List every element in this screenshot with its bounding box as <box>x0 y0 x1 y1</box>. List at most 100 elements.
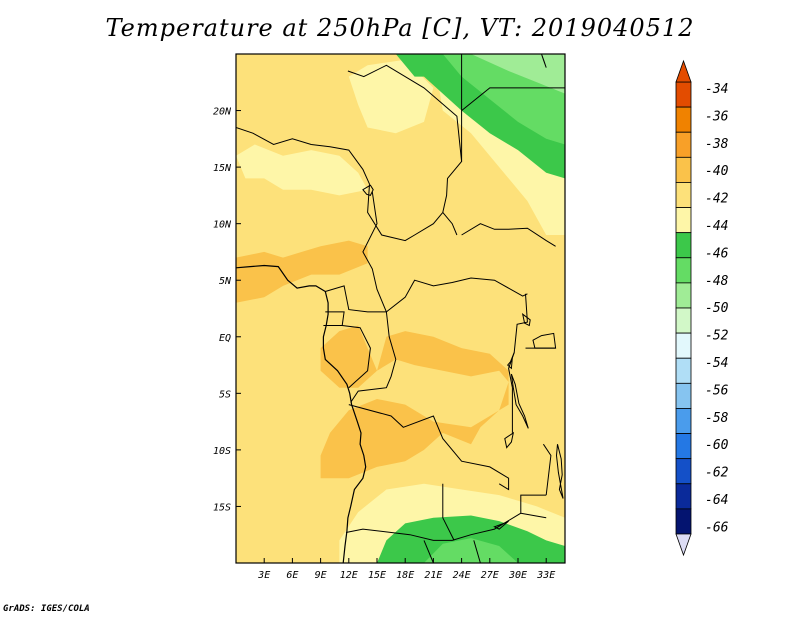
lake-outline-5 <box>493 520 509 530</box>
colorbar-label-4: -42 <box>705 192 729 207</box>
colorbar-swatch-4 <box>675 182 692 208</box>
lake-outline-8 <box>541 54 547 68</box>
colorbar-swatch-9 <box>675 307 692 334</box>
lon-tick-label-3: 12E <box>340 570 358 581</box>
colorbar-label-12: -58 <box>705 411 729 426</box>
border-line-6 <box>386 277 528 313</box>
lake-outline-3 <box>555 444 564 499</box>
lake-outline-2 <box>532 332 557 349</box>
lon-tick-label-2: 9E <box>315 570 327 581</box>
border-line-10 <box>323 311 345 326</box>
coastline-0 <box>236 264 367 563</box>
temperature-shading <box>236 54 565 563</box>
colorbar-swatch-16 <box>675 483 692 510</box>
colorbar-swatch-1 <box>675 106 692 133</box>
lon-tick-label-4: 15E <box>368 570 386 581</box>
lake-outline-6 <box>521 313 531 327</box>
colorbar-label-1: -36 <box>705 109 729 124</box>
colorbar-label-3: -40 <box>705 164 729 179</box>
colorbar-label-11: -56 <box>705 383 729 398</box>
border-line-20 <box>542 443 552 496</box>
colorbar: -34 -36 -38 -40 -42 -44 -46 -48 -50 -52 -54 -56 -58 -… <box>675 59 729 557</box>
lat-tick-label-0: 20N <box>213 107 232 118</box>
lon-tick-label-9: 30E <box>508 570 527 581</box>
colorbar-label-13: -60 <box>705 438 729 453</box>
lon-tick-label-1: 6E <box>286 570 298 581</box>
colorbar-label-14: -62 <box>705 466 729 481</box>
colorbar-swatch-3 <box>675 156 692 183</box>
colorbar-label-2: -38 <box>705 137 729 152</box>
lon-tick-label-6: 21E <box>424 570 442 581</box>
border-line-5 <box>362 191 387 313</box>
border-line-4 <box>367 184 444 242</box>
colorbar-label-16: -66 <box>705 520 729 535</box>
temperature-region-10 <box>424 538 518 563</box>
lake-outline-4 <box>504 431 515 449</box>
colorbar-swatch-2 <box>675 131 692 158</box>
temperature-region-2 <box>348 59 434 134</box>
temperature-region-1 <box>236 144 368 196</box>
lake-outline-0 <box>510 373 529 429</box>
border-line-12 <box>350 311 397 403</box>
lat-tick-label-7: 15S <box>213 502 231 513</box>
colorbar-swatch-8 <box>675 282 692 309</box>
border-line-1 <box>347 64 463 213</box>
lon-tick-label-7: 24E <box>453 570 471 581</box>
temperature-region-8 <box>471 54 565 94</box>
border-line-9 <box>325 285 387 313</box>
colorbar-label-8: -50 <box>705 301 729 316</box>
border-line-17 <box>442 483 455 541</box>
colorbar-swatch-13 <box>675 408 692 434</box>
temperature-region-5 <box>395 54 434 77</box>
colorbar-swatch-6 <box>675 232 692 259</box>
colorbar-swatch-11 <box>675 357 692 384</box>
temperature-region-11 <box>236 240 368 303</box>
lake-outline-1 <box>507 352 515 370</box>
colorbar-swatch-17 <box>675 508 692 535</box>
border-line-7 <box>461 223 556 247</box>
colorbar-label-6: -46 <box>705 246 729 261</box>
colorbar-label-9: -52 <box>705 329 729 344</box>
colorbar-swatch-5 <box>675 207 692 234</box>
border-line-0 <box>236 127 370 185</box>
temperature-region-12 <box>320 325 377 388</box>
lat-tick-label-2: 10N <box>213 220 232 231</box>
border-line-8 <box>442 212 458 236</box>
border-line-16 <box>345 528 472 541</box>
colorbar-label-0: -34 <box>705 82 728 97</box>
lat-tick-label-1: 15N <box>213 163 232 174</box>
colorbar-swatch-7 <box>675 257 692 284</box>
lon-tick-label-10: 33E <box>536 570 555 581</box>
lat-tick-label-3: 5N <box>219 276 232 287</box>
colorbar-swatch-12 <box>675 382 692 409</box>
colorbar-swatch-0 <box>675 81 692 108</box>
credit-text: GrADS: IGES/COLA <box>3 604 90 614</box>
border-line-22 <box>473 540 481 563</box>
lon-tick-label-8: 27E <box>481 570 499 581</box>
colorbar-label-10: -54 <box>705 356 728 371</box>
lon-tick-label-0: 3E <box>257 570 270 581</box>
country-borders <box>236 54 565 563</box>
colorbar-label-5: -44 <box>705 219 728 234</box>
map-title: Temperature at 250hPa [C], VT: 201904051… <box>105 14 695 42</box>
colorbar-top-arrow <box>675 59 692 83</box>
lat-tick-label-4: EQ <box>219 333 231 344</box>
lat-tick-label-5: 5S <box>219 389 231 400</box>
colorbar-bottom-arrow <box>675 533 692 557</box>
border-line-3 <box>461 87 565 111</box>
border-line-21 <box>423 540 434 563</box>
lake-outline-7 <box>362 184 374 196</box>
temperature-region-13 <box>320 331 509 479</box>
border-line-15 <box>348 404 510 491</box>
colorbar-label-7: -48 <box>705 274 729 289</box>
colorbar-label-15: -64 <box>705 493 728 508</box>
axis-ticks: 3E 6E 9E 12E 15E 18E 21E 24E 27E 30E 33E 20N 15N 10N 5… <box>213 107 555 581</box>
lon-tick-label-5: 18E <box>396 570 414 581</box>
lat-tick-label-6: 10S <box>213 446 231 457</box>
border-line-11 <box>342 325 371 389</box>
border-line-19 <box>520 512 547 519</box>
colorbar-swatch-10 <box>675 332 692 359</box>
plot-frame <box>235 53 566 564</box>
colorbar-swatch-14 <box>675 433 692 460</box>
